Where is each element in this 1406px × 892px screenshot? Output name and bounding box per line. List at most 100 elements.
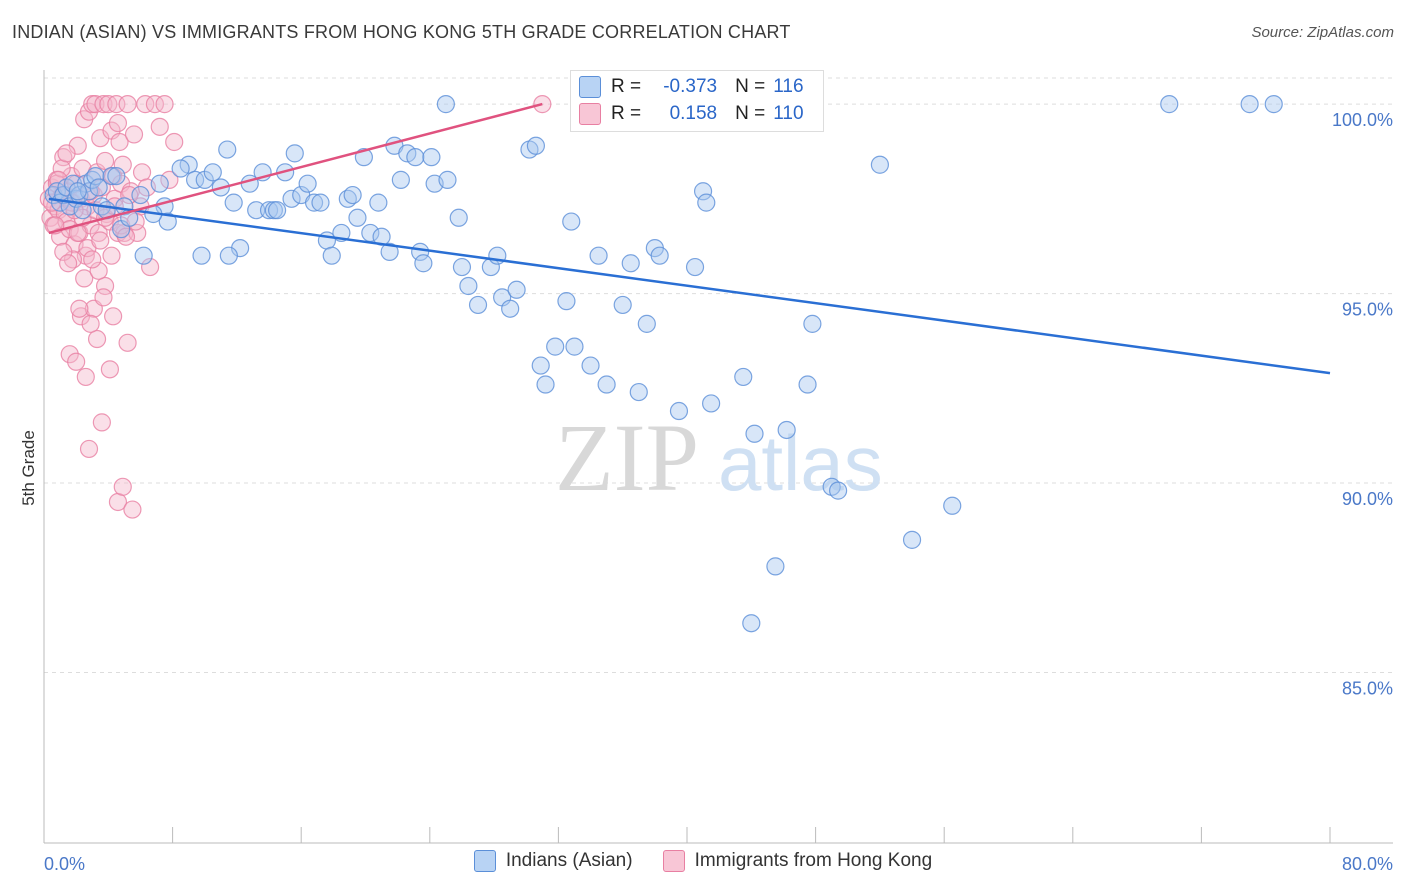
point-indians-asian [562, 212, 581, 231]
point-indians-asian [406, 148, 425, 167]
point-hong-kong [113, 155, 132, 174]
point-indians-asian [422, 148, 441, 167]
point-hong-kong [113, 477, 132, 496]
series-legend: Indians (Asian) Immigrants from Hong Kon… [0, 850, 1406, 872]
point-hong-kong [104, 307, 123, 326]
legend-swatch-pink [579, 103, 601, 125]
point-indians-asian [449, 208, 468, 227]
legend-row-hong-kong: R = 0.158 N = 110 [579, 101, 804, 127]
point-indians-asian [322, 246, 341, 265]
point-hong-kong [150, 117, 169, 136]
point-hong-kong [75, 269, 94, 288]
point-hong-kong [87, 329, 107, 349]
point-hong-kong [110, 132, 129, 152]
point-indians-asian [581, 356, 600, 375]
legend-swatch-blue [473, 850, 496, 872]
point-indians-asian [745, 424, 764, 443]
trend-line-indians-asian [48, 197, 1331, 375]
point-hong-kong [123, 500, 142, 519]
series-indians-asian [44, 95, 1283, 633]
point-indians-asian [526, 136, 545, 155]
point-indians-asian [158, 212, 177, 231]
point-indians-asian [697, 193, 716, 212]
point-indians-asian [531, 356, 550, 375]
watermark-atlas: atlas [718, 419, 883, 507]
point-indians-asian [637, 314, 656, 333]
point-indians-asian [565, 337, 584, 356]
point-indians-asian [501, 299, 520, 318]
point-indians-asian [557, 292, 576, 311]
point-indians-asian [380, 242, 399, 261]
point-hong-kong [92, 413, 111, 432]
point-indians-asian [613, 295, 632, 315]
point-indians-asian [452, 257, 472, 277]
point-hong-kong [124, 125, 144, 144]
point-indians-asian [414, 254, 433, 273]
y-tick-label: 85.0% [1342, 678, 1393, 698]
point-hong-kong [54, 242, 73, 261]
y-axis-title: 5th Grade [19, 430, 38, 506]
point-indians-asian [734, 367, 753, 387]
point-indians-asian [311, 193, 330, 212]
point-hong-kong [118, 95, 137, 114]
point-indians-asian [650, 246, 669, 265]
point-hong-kong [89, 261, 108, 280]
point-indians-asian [219, 246, 238, 265]
legend-n-label: N = [735, 76, 766, 97]
point-indians-asian [546, 337, 565, 356]
point-indians-asian [171, 159, 190, 178]
series-immigrants-hong-kong [39, 95, 552, 519]
point-indians-asian [589, 246, 608, 265]
legend-label-indians: Indians (Asian) [505, 850, 633, 871]
point-hong-kong [57, 144, 76, 163]
point-hong-kong [155, 95, 174, 114]
y-tick-label: 95.0% [1342, 300, 1393, 320]
point-indians-asian [203, 163, 222, 182]
legend-r-value: -0.373 [663, 76, 718, 97]
point-indians-asian [702, 394, 721, 413]
point-hong-kong [67, 352, 86, 371]
legend-item-indians: Indians (Asian) [473, 850, 633, 872]
point-indians-asian [89, 178, 108, 197]
point-hong-kong [140, 257, 160, 277]
point-indians-asian [107, 166, 126, 186]
trend-lines [48, 102, 1331, 375]
point-hong-kong [95, 276, 115, 296]
point-hong-kong [89, 223, 108, 243]
chart-title: INDIAN (ASIAN) VS IMMIGRANTS FROM HONG K… [12, 22, 791, 42]
point-indians-asian [685, 257, 705, 277]
point-indians-asian [247, 201, 266, 220]
point-indians-asian [304, 193, 324, 212]
point-indians-asian [1264, 95, 1283, 114]
point-indians-asian [285, 144, 304, 163]
legend-swatch-blue [579, 76, 601, 98]
y-tick-label: 100.0% [1332, 110, 1393, 130]
point-indians-asian [1240, 95, 1259, 114]
y-tick-label: 90.0% [1342, 489, 1393, 509]
legend-item-hong-kong: Immigrants from Hong Kong [662, 850, 932, 872]
point-hong-kong [145, 95, 165, 114]
point-indians-asian [73, 201, 92, 220]
point-indians-asian [870, 155, 890, 174]
point-hong-kong [95, 151, 115, 171]
point-indians-asian [597, 375, 616, 394]
point-hong-kong [100, 360, 120, 379]
point-indians-asian [267, 201, 287, 220]
point-hong-kong [81, 314, 100, 333]
point-indians-asian [369, 193, 388, 212]
point-indians-asian [218, 140, 237, 159]
point-indians-asian [391, 170, 410, 189]
point-indians-asian [86, 166, 105, 186]
point-indians-asian [803, 314, 822, 333]
point-hong-kong [91, 231, 110, 250]
point-indians-asian [348, 208, 367, 227]
point-indians-asian [507, 280, 526, 299]
point-hong-kong [108, 113, 128, 133]
legend-r-value: 0.158 [669, 103, 718, 124]
point-indians-asian [621, 254, 640, 273]
point-hong-kong [59, 254, 78, 273]
point-indians-asian [1160, 95, 1179, 114]
trend-line-hong-kong [48, 102, 543, 235]
legend-r-label: R = [611, 76, 642, 97]
point-hong-kong [132, 163, 152, 182]
